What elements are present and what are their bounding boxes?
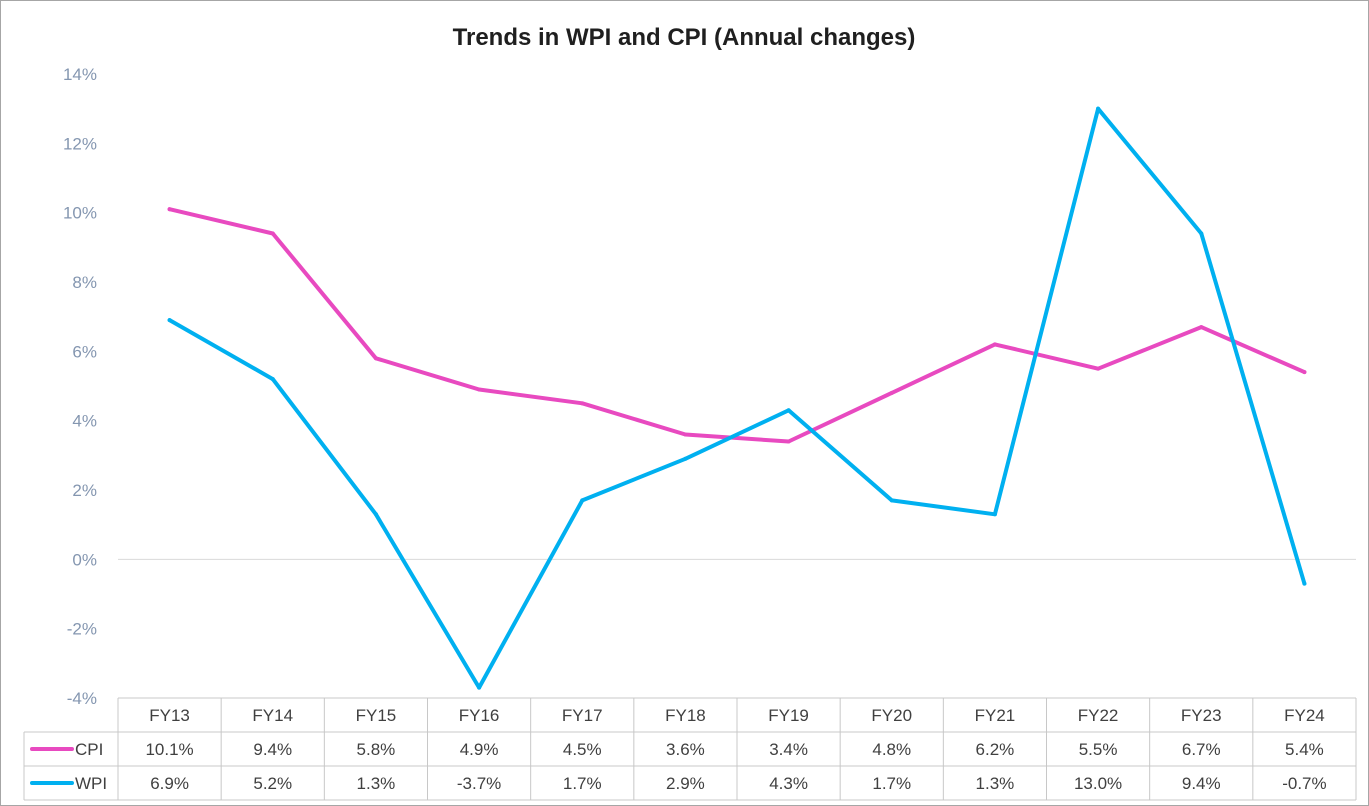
data-point-cpi: [1096, 366, 1101, 371]
table-cell-cpi: 5.4%: [1285, 740, 1324, 759]
data-point-wpi: [1302, 581, 1307, 586]
data-point-wpi: [477, 685, 482, 690]
data-point-cpi: [1302, 370, 1307, 375]
y-tick-label: 10%: [63, 204, 97, 223]
x-category-label: FY21: [975, 706, 1016, 725]
table-cell-wpi: 1.3%: [357, 774, 396, 793]
data-point-cpi: [373, 356, 378, 361]
y-axis: -4% -2% 0% 2% 4% 6% 8% 10% 12% 14%: [63, 65, 97, 708]
table-cell-cpi: 4.5%: [563, 740, 602, 759]
x-category-label: FY14: [252, 706, 293, 725]
table-cell-cpi: 6.7%: [1182, 740, 1221, 759]
table-cell-cpi: 5.5%: [1079, 740, 1118, 759]
data-table: FY13 FY14 FY15 FY16 FY17 FY18 FY19 FY20 FY21 FY22…: [23, 697, 1357, 801]
data-point-cpi: [992, 342, 997, 347]
y-tick-label: 4%: [72, 412, 97, 431]
y-tick-label: -4%: [67, 689, 97, 708]
table-cell-cpi: 3.6%: [666, 740, 705, 759]
series-line-wpi: [167, 106, 1307, 690]
x-category-label: FY24: [1284, 706, 1325, 725]
data-point-cpi: [580, 401, 585, 406]
table-cell-cpi: 10.1%: [145, 740, 193, 759]
table-cell-wpi: 5.2%: [253, 774, 292, 793]
data-point-wpi: [1199, 231, 1204, 236]
table-cell-wpi: 1.7%: [872, 774, 911, 793]
data-point-wpi: [683, 456, 688, 461]
table-cell-wpi: 2.9%: [666, 774, 705, 793]
table-cell-cpi: 3.4%: [769, 740, 808, 759]
table-cell-wpi: 1.3%: [976, 774, 1015, 793]
data-point-wpi: [889, 498, 894, 503]
x-category-label: FY22: [1078, 706, 1119, 725]
x-category-label: FY20: [871, 706, 912, 725]
series-line-cpi: [167, 207, 1307, 444]
data-point-cpi: [1199, 325, 1204, 330]
x-category-label: FY18: [665, 706, 706, 725]
table-cell-wpi: 9.4%: [1182, 774, 1221, 793]
table-cell-cpi: 4.9%: [460, 740, 499, 759]
table-cell-wpi: 6.9%: [150, 774, 189, 793]
y-tick-label: 8%: [72, 273, 97, 292]
y-tick-label: 6%: [72, 342, 97, 361]
y-tick-label: -2%: [67, 620, 97, 639]
table-cell-wpi: -0.7%: [1282, 774, 1326, 793]
data-point-wpi: [786, 408, 791, 413]
legend-label-cpi: CPI: [75, 740, 103, 759]
data-point-wpi: [373, 512, 378, 517]
table-cell-wpi: 13.0%: [1074, 774, 1122, 793]
x-category-label: FY23: [1181, 706, 1222, 725]
data-point-cpi: [786, 439, 791, 444]
y-tick-label: 12%: [63, 134, 97, 153]
table-cell-cpi: 5.8%: [357, 740, 396, 759]
x-category-label: FY13: [149, 706, 190, 725]
data-point-cpi: [270, 231, 275, 236]
data-point-wpi: [992, 512, 997, 517]
y-tick-label: 2%: [72, 481, 97, 500]
legend-label-wpi: WPI: [75, 774, 107, 793]
data-point-cpi: [889, 390, 894, 395]
table-cell-wpi: 4.3%: [769, 774, 808, 793]
table-cell-cpi: 6.2%: [976, 740, 1015, 759]
data-point-cpi: [477, 387, 482, 392]
x-category-label: FY16: [459, 706, 500, 725]
data-point-wpi: [580, 498, 585, 503]
data-point-cpi: [167, 207, 172, 212]
data-point-wpi: [167, 318, 172, 323]
chart-title: Trends in WPI and CPI (Annual changes): [453, 24, 916, 51]
data-point-cpi: [683, 432, 688, 437]
data-point-wpi: [1096, 106, 1101, 111]
y-tick-label: 0%: [72, 550, 97, 569]
series-lines: [167, 106, 1307, 690]
table-cell-cpi: 9.4%: [253, 740, 292, 759]
table-cell-wpi: 1.7%: [563, 774, 602, 793]
y-tick-label: 14%: [63, 65, 97, 84]
x-category-label: FY19: [768, 706, 809, 725]
table-cell-cpi: 4.8%: [872, 740, 911, 759]
data-point-wpi: [270, 377, 275, 382]
x-category-label: FY17: [562, 706, 603, 725]
x-category-label: FY15: [356, 706, 397, 725]
table-cell-wpi: -3.7%: [457, 774, 501, 793]
